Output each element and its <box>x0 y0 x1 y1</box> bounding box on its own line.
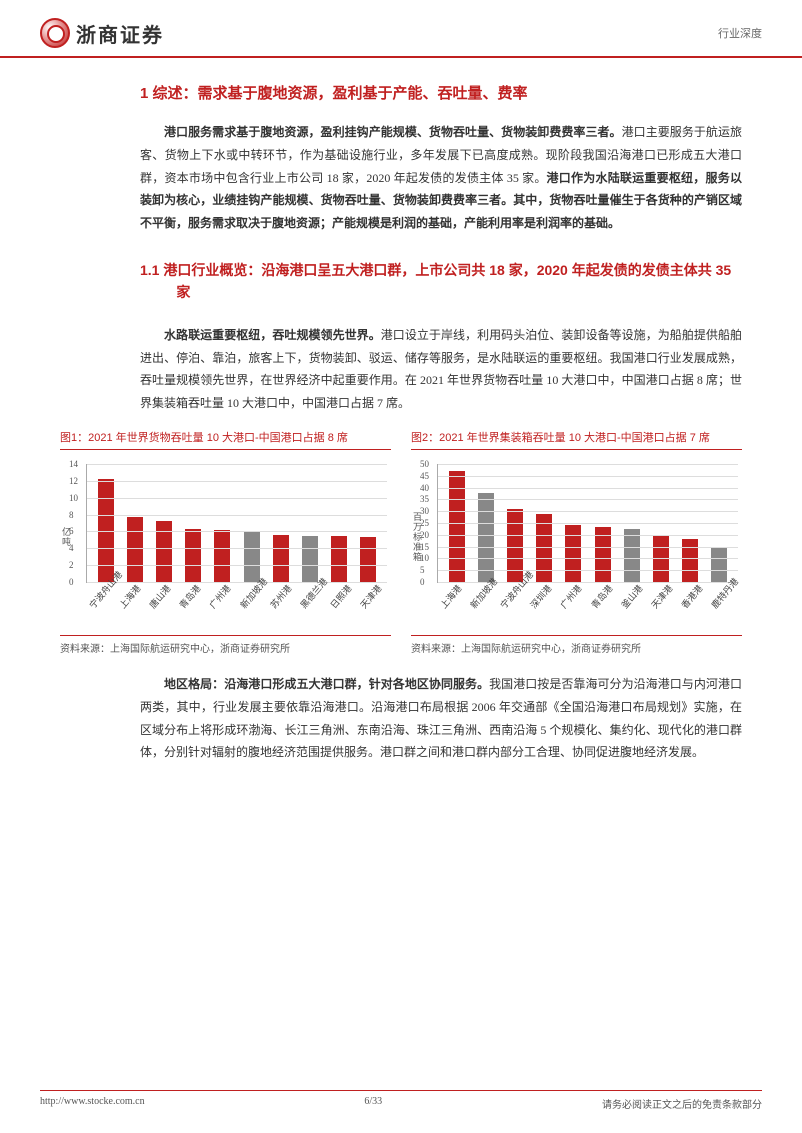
footer-page: 6/33 <box>364 1096 382 1111</box>
section-1-title: 1 综述：需求基于腹地资源，盈利基于产能、吞吐量、费率 <box>140 82 742 103</box>
main-content: 1 综述：需求基于腹地资源，盈利基于产能、吞吐量、费率 港口服务需求基于腹地资源… <box>0 58 802 764</box>
logo: 浙商证券 <box>40 18 164 48</box>
logo-icon <box>40 18 70 48</box>
footer-url: http://www.stocke.com.cn <box>40 1096 145 1111</box>
chart-1-title: 图1：2021 年世界货物吞吐量 10 大港口-中国港口占据 8 席 <box>60 429 391 450</box>
bar <box>185 529 201 582</box>
charts-row: 图1：2021 年世界货物吞吐量 10 大港口-中国港口占据 8 席 亿吨 02… <box>60 429 742 655</box>
section-1-1-para: 水路联运重要枢纽，吞吐规模领先世界。港口设立于岸线，利用码头泊位、装卸设备等设施… <box>140 324 742 415</box>
bar <box>624 529 640 582</box>
bar <box>273 535 289 582</box>
chart-1-plot: 02468101214 <box>86 464 387 583</box>
chart-2-xlabels: 上海港新加坡港宁波舟山港深圳港广州港青岛港釜山港天津港香港港鹿特丹港 <box>437 585 738 633</box>
region-bold: 地区格局：沿海港口形成五大港口群，针对各地区协同服务。 <box>164 677 489 691</box>
page-footer: http://www.stocke.com.cn 6/33 请务必阅读正文之后的… <box>40 1090 762 1111</box>
bar <box>360 537 376 582</box>
chart-2-canvas: 百万标准箱 05101520253035404550 上海港新加坡港宁波舟山港深… <box>411 458 742 633</box>
chart-2-source: 资料来源：上海国际航运研究中心，浙商证券研究所 <box>411 635 742 655</box>
footer-disclaimer: 请务必阅读正文之后的免责条款部分 <box>602 1096 762 1111</box>
bar <box>214 530 230 582</box>
page-header: 浙商证券 行业深度 <box>0 0 802 58</box>
bar <box>711 547 727 582</box>
chart-2: 图2：2021 年世界集装箱吞吐量 10 大港口-中国港口占据 7 席 百万标准… <box>411 429 742 655</box>
chart-2-title: 图2：2021 年世界集装箱吞吐量 10 大港口-中国港口占据 7 席 <box>411 429 742 450</box>
bar <box>244 531 260 582</box>
chart-1-xlabels: 宁波舟山港上海港唐山港青岛港广州港新加坡港苏州港黑德兰港日照港天津港 <box>86 585 387 633</box>
chart-2-plot: 05101520253035404550 <box>437 464 738 583</box>
para11-bold: 水路联运重要枢纽，吞吐规模领先世界。 <box>164 328 381 342</box>
section-1-para: 港口服务需求基于腹地资源，盈利挂钩产能规模、货物吞吐量、货物装卸费费率三者。港口… <box>140 121 742 235</box>
bar <box>127 517 143 582</box>
bar <box>536 514 552 582</box>
bar <box>478 493 494 582</box>
doc-type: 行业深度 <box>718 25 762 41</box>
chart-1-source: 资料来源：上海国际航运研究中心，浙商证券研究所 <box>60 635 391 655</box>
para-bold-lead: 港口服务需求基于腹地资源，盈利挂钩产能规模、货物吞吐量、货物装卸费费率三者。 <box>164 125 622 139</box>
bar <box>331 536 347 582</box>
region-para: 地区格局：沿海港口形成五大港口群，针对各地区协同服务。我国港口按是否靠海可分为沿… <box>140 673 742 764</box>
bar <box>156 521 172 582</box>
chart-1: 图1：2021 年世界货物吞吐量 10 大港口-中国港口占据 8 席 亿吨 02… <box>60 429 391 655</box>
chart-1-canvas: 亿吨 02468101214 宁波舟山港上海港唐山港青岛港广州港新加坡港苏州港黑… <box>60 458 391 633</box>
company-name: 浙商证券 <box>76 19 164 48</box>
section-1-1-title: 1.1 港口行业概览：沿海港口呈五大港口群，上市公司共 18 家，2020 年起… <box>140 259 742 304</box>
bar <box>302 536 318 582</box>
